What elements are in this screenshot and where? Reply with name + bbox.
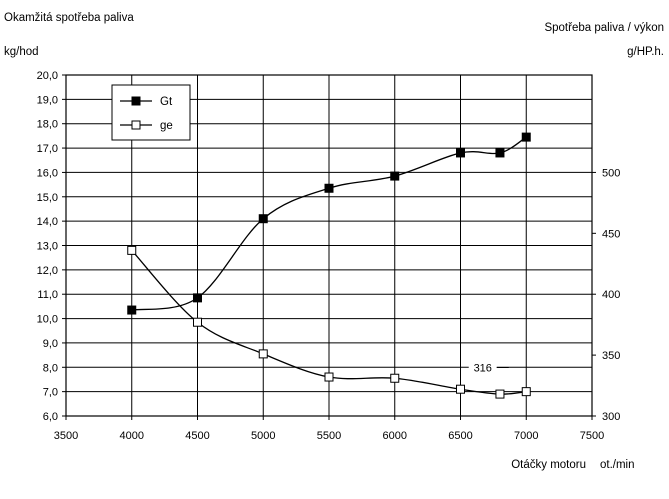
annotation-backdrop [468, 360, 497, 375]
y-left-tick-label: 8,0 [43, 362, 58, 374]
y-left-tick-label: 7,0 [43, 387, 58, 399]
left-title: Okamžitá spotřeba paliva [4, 12, 134, 24]
x-tick-label: 5500 [317, 430, 341, 442]
data-point-ge [193, 317, 202, 327]
x-tick-label: 6500 [448, 430, 472, 442]
x-axis-unit: ot./min [600, 459, 635, 471]
legend-marker-ge [131, 120, 141, 130]
y-left-tick-label: 13,0 [37, 241, 58, 253]
legend-marker-gt [131, 96, 141, 106]
y-right-tick-label: 300 [602, 411, 620, 423]
y-left-tick-label: 20,0 [37, 70, 58, 82]
x-tick-label: 3500 [54, 430, 78, 442]
annotation-label: 316 [474, 363, 492, 375]
left-axis-unit: kg/hod [4, 46, 39, 58]
legend-box [111, 84, 191, 141]
annotation-layer: 316 [468, 360, 509, 375]
data-point-ge [127, 245, 137, 255]
y-right-tick-label: 400 [602, 289, 620, 301]
data-point-ge [495, 389, 505, 399]
x-tick-label: 7500 [580, 430, 604, 442]
y-left-tick-label: 6,0 [43, 411, 58, 423]
legend-label-gt: Gt [160, 96, 173, 108]
right-title: Spotřeba paliva / výkon [544, 22, 664, 34]
series-line-gt [131, 136, 527, 311]
data-point-ge [324, 372, 334, 382]
y-left-tick-label: 16,0 [37, 167, 58, 179]
y-left-tick-label: 9,0 [43, 338, 58, 350]
data-point-ge [456, 384, 465, 394]
tick-labels: 3500 4000 4500 5000 5500 6000 6500 7000 7500 6,0 7… [37, 70, 621, 442]
y-left-tick-label: 15,0 [37, 192, 58, 204]
data-point-gt [324, 183, 334, 193]
y-left-tick-label: 17,0 [37, 143, 58, 155]
y-left-tick-label: 11,0 [37, 289, 58, 301]
y-left-tick-label: 12,0 [37, 265, 58, 277]
x-tick-label: 5000 [251, 430, 275, 442]
y-left-tick-label: 19,0 [37, 94, 58, 106]
data-point-gt [495, 148, 505, 158]
data-point-gt [258, 214, 268, 224]
y-left-tick-label: 10,0 [37, 314, 58, 326]
right-axis-unit: g/HP.h. [627, 46, 664, 58]
plot-frame [65, 74, 593, 417]
x-tick-label: 6000 [383, 430, 407, 442]
data-point-ge [258, 349, 268, 359]
y-right-tick-label: 350 [602, 350, 620, 362]
data-point-gt [390, 171, 400, 181]
data-point-ge [390, 373, 400, 383]
data-point-gt [193, 293, 202, 303]
legend-label-ge: ge [160, 120, 173, 132]
y-right-tick-label: 500 [602, 167, 620, 179]
y-right-tick-label: 450 [602, 228, 620, 240]
data-point-gt [456, 148, 465, 158]
series-layer [127, 132, 531, 399]
x-tick-label: 4500 [185, 430, 209, 442]
data-point-gt [521, 132, 531, 142]
legend: Gt ge [111, 84, 191, 141]
x-tick-label: 7000 [514, 430, 538, 442]
data-point-ge [521, 387, 531, 397]
data-point-gt [127, 305, 137, 315]
x-axis-label: Otáčky motoru [511, 459, 586, 471]
y-left-tick-label: 14,0 [37, 216, 58, 228]
x-tick-label: 4000 [120, 430, 144, 442]
y-left-tick-label: 18,0 [37, 119, 58, 131]
